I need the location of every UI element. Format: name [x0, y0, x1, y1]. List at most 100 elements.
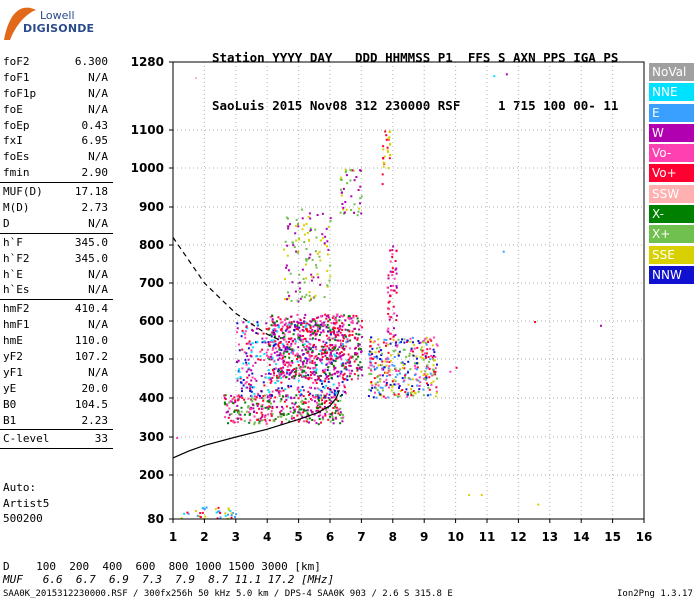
echo-point: [380, 394, 383, 397]
echo-point: [233, 410, 236, 413]
echo-point: [277, 415, 279, 418]
echo-point: [227, 508, 230, 511]
echo-point: [261, 419, 264, 422]
echo-point: [332, 346, 335, 349]
echo-point: [322, 340, 325, 343]
echo-point: [278, 395, 281, 398]
echo-point: [374, 351, 377, 354]
echo-point: [329, 390, 332, 393]
echo-point: [254, 398, 257, 401]
echo-point: [238, 411, 241, 414]
param-name: foEp: [3, 118, 30, 132]
echo-point: [369, 364, 372, 367]
echo-point: [340, 351, 343, 354]
echo-point: [264, 420, 267, 423]
echo-point: [345, 174, 348, 177]
echo-point: [323, 296, 326, 299]
param-name: fmin: [3, 166, 30, 180]
param-value: 345.0: [74, 251, 108, 265]
echo-point: [388, 318, 391, 321]
echo-point: [385, 383, 388, 386]
echo-point: [301, 353, 304, 356]
echo-point: [424, 352, 426, 355]
echo-point: [310, 297, 313, 300]
echo-point: [433, 351, 436, 354]
echo-point: [288, 361, 291, 364]
file-footer: SAA0K_2015312230000.RSF / 300fx256h 50 k…: [3, 589, 453, 599]
echo-point: [381, 352, 384, 355]
echo-point: [183, 512, 186, 515]
echo-point: [252, 364, 254, 367]
echo-point: [317, 398, 320, 400]
echo-point: [334, 323, 337, 326]
echo-point: [334, 355, 337, 358]
echo-point: [331, 349, 334, 352]
echo-point: [301, 371, 304, 374]
echo-point: [384, 360, 387, 363]
echo-point: [272, 324, 275, 327]
echo-point: [296, 405, 299, 408]
echo-point: [436, 344, 439, 347]
param-row: hmE 110.0: [0, 333, 113, 349]
echo-point: [249, 412, 252, 415]
echo-point: [176, 437, 179, 439]
echo-point: [316, 214, 319, 216]
echo-point: [280, 370, 282, 373]
echo-point: [236, 417, 239, 420]
echo-point: [283, 400, 286, 403]
echo-point: [361, 326, 364, 329]
echo-point: [325, 227, 328, 230]
echo-point: [379, 374, 382, 377]
echo-point: [342, 354, 344, 357]
echo-point: [328, 318, 331, 321]
echo-point: [251, 386, 254, 389]
echo-point: [246, 327, 249, 330]
echo-point: [385, 344, 387, 347]
echo-point: [296, 354, 299, 357]
echo-point: [348, 316, 351, 319]
echo-point: [393, 393, 396, 396]
echo-point: [315, 264, 317, 267]
echo-point: [219, 512, 222, 514]
echo-point: [247, 347, 250, 350]
echo-point: [297, 225, 300, 228]
echo-point: [309, 343, 312, 346]
echo-point: [289, 345, 292, 347]
echo-point: [250, 390, 253, 393]
echo-point: [304, 337, 307, 340]
echo-point: [285, 361, 288, 364]
param-value: 0.43: [81, 118, 109, 132]
echo-point: [356, 338, 359, 341]
echo-point: [311, 337, 314, 340]
echo-point: [245, 361, 248, 364]
echo-point: [262, 395, 265, 398]
echo-point: [291, 340, 294, 343]
echo-point: [379, 386, 382, 389]
echo-point: [378, 346, 381, 349]
echo-point: [321, 380, 324, 383]
echo-point: [348, 364, 351, 367]
echo-point: [298, 326, 301, 329]
echo-point: [387, 358, 390, 361]
echo-point: [357, 377, 359, 380]
echo-point: [300, 322, 303, 325]
echo-point: [402, 364, 405, 367]
echo-point: [248, 387, 251, 390]
echo-point: [333, 395, 336, 398]
echo-point: [353, 373, 356, 376]
echo-point: [329, 358, 332, 361]
echo-point: [350, 317, 353, 320]
echo-point: [274, 367, 277, 370]
echo-point: [339, 407, 342, 410]
echo-point: [435, 343, 438, 346]
logo-arc: [4, 7, 36, 40]
echo-point: [394, 380, 397, 383]
echo-point: [353, 203, 356, 206]
echo-point: [398, 341, 401, 344]
echo-point: [378, 391, 381, 394]
echo-point: [249, 383, 252, 386]
echo-point: [387, 330, 390, 333]
echo-point: [307, 366, 309, 369]
echo-point: [338, 325, 341, 328]
echo-point: [327, 330, 329, 333]
